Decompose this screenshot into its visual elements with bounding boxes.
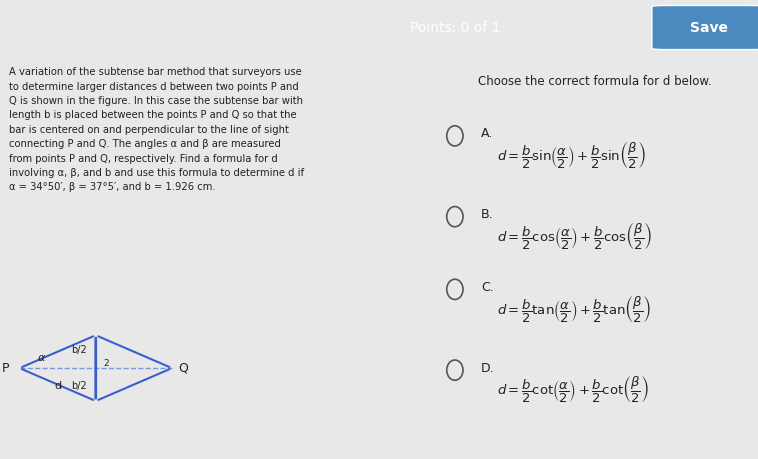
Text: D.: D.	[481, 362, 494, 375]
Text: B.: B.	[481, 208, 493, 221]
Text: $d = \dfrac{b}{2}\cot\!\left(\dfrac{\alpha}{2}\right) + \dfrac{b}{2}\cot\!\left(: $d = \dfrac{b}{2}\cot\!\left(\dfrac{\alp…	[497, 375, 650, 405]
Text: P: P	[2, 362, 10, 375]
Text: C.: C.	[481, 281, 493, 294]
Text: $d = \dfrac{b}{2}\sin\!\left(\dfrac{\alpha}{2}\right) + \dfrac{b}{2}\sin\!\left(: $d = \dfrac{b}{2}\sin\!\left(\dfrac{\alp…	[497, 141, 646, 171]
Text: Choose the correct formula for d below.: Choose the correct formula for d below.	[478, 75, 712, 88]
FancyBboxPatch shape	[652, 6, 758, 50]
Text: b/2: b/2	[71, 345, 87, 355]
Text: $\alpha$: $\alpha$	[36, 353, 46, 363]
Text: A.: A.	[481, 127, 493, 140]
Text: 2: 2	[104, 359, 109, 368]
Text: b/2: b/2	[71, 381, 87, 391]
Text: $d = \dfrac{b}{2}\cos\!\left(\dfrac{\alpha}{2}\right) + \dfrac{b}{2}\cos\!\left(: $d = \dfrac{b}{2}\cos\!\left(\dfrac{\alp…	[497, 222, 653, 252]
Text: $d = \dfrac{b}{2}\tan\!\left(\dfrac{\alpha}{2}\right) + \dfrac{b}{2}\tan\!\left(: $d = \dfrac{b}{2}\tan\!\left(\dfrac{\alp…	[497, 295, 652, 325]
Text: Q: Q	[178, 362, 188, 375]
Text: A variation of the subtense bar method that surveyors use
to determine larger di: A variation of the subtense bar method t…	[8, 67, 304, 192]
Text: Points: 0 of 1: Points: 0 of 1	[409, 21, 500, 34]
Text: d: d	[54, 381, 61, 391]
Text: Save: Save	[690, 21, 728, 34]
